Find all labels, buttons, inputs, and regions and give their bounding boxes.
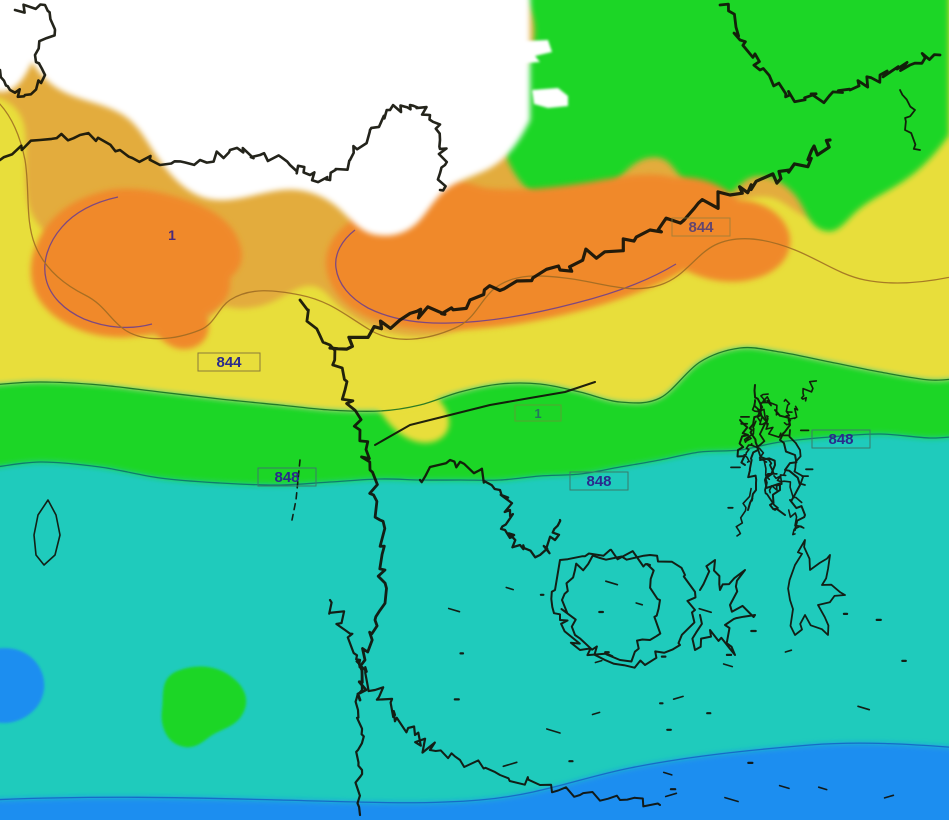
svg-text:1: 1 <box>168 227 176 243</box>
svg-text:1: 1 <box>534 406 541 421</box>
svg-text:848: 848 <box>586 473 611 490</box>
svg-text:848: 848 <box>828 431 853 448</box>
svg-text:844: 844 <box>216 354 242 371</box>
svg-text:844: 844 <box>688 219 714 236</box>
svg-text:848: 848 <box>274 469 299 486</box>
